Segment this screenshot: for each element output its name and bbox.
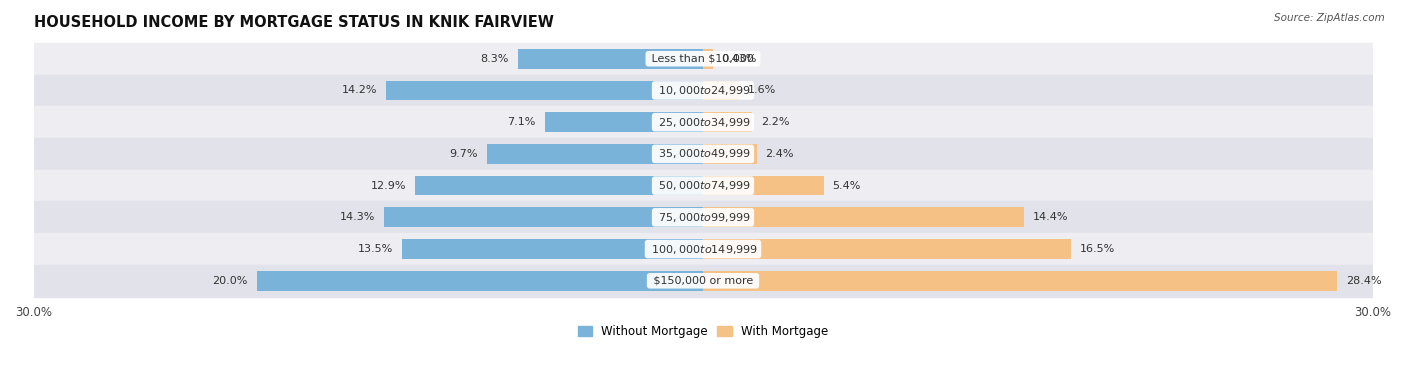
- Text: 14.3%: 14.3%: [340, 212, 375, 222]
- Bar: [415, 176, 703, 195]
- Text: $50,000 to $74,999: $50,000 to $74,999: [655, 179, 751, 192]
- Bar: [34, 233, 1372, 265]
- Text: $150,000 or more: $150,000 or more: [650, 276, 756, 286]
- Bar: [703, 81, 738, 100]
- Text: $10,000 to $24,999: $10,000 to $24,999: [655, 84, 751, 97]
- Text: 1.6%: 1.6%: [748, 85, 776, 96]
- Bar: [34, 43, 1372, 74]
- Bar: [34, 106, 1372, 138]
- Text: 28.4%: 28.4%: [1346, 276, 1381, 286]
- Bar: [703, 176, 824, 195]
- Text: 7.1%: 7.1%: [508, 117, 536, 127]
- Bar: [257, 271, 703, 291]
- Bar: [34, 201, 1372, 233]
- Bar: [34, 138, 1372, 170]
- Text: 13.5%: 13.5%: [357, 244, 392, 254]
- Text: 8.3%: 8.3%: [481, 54, 509, 64]
- Bar: [34, 74, 1372, 106]
- Bar: [703, 208, 1025, 227]
- Text: $100,000 to $149,999: $100,000 to $149,999: [648, 243, 758, 256]
- Text: $35,000 to $49,999: $35,000 to $49,999: [655, 147, 751, 160]
- Bar: [703, 112, 752, 132]
- Bar: [517, 49, 703, 68]
- Bar: [703, 144, 756, 164]
- Bar: [544, 112, 703, 132]
- Text: 9.7%: 9.7%: [449, 149, 478, 159]
- Bar: [34, 170, 1372, 201]
- Text: 14.4%: 14.4%: [1033, 212, 1069, 222]
- Bar: [384, 208, 703, 227]
- Text: 2.2%: 2.2%: [761, 117, 790, 127]
- Text: 16.5%: 16.5%: [1080, 244, 1115, 254]
- Text: HOUSEHOLD INCOME BY MORTGAGE STATUS IN KNIK FAIRVIEW: HOUSEHOLD INCOME BY MORTGAGE STATUS IN K…: [34, 15, 554, 30]
- Text: 14.2%: 14.2%: [342, 85, 377, 96]
- Bar: [34, 265, 1372, 297]
- Text: 2.4%: 2.4%: [765, 149, 794, 159]
- Text: 12.9%: 12.9%: [371, 181, 406, 191]
- Bar: [486, 144, 703, 164]
- Bar: [703, 239, 1071, 259]
- Legend: Without Mortgage, With Mortgage: Without Mortgage, With Mortgage: [574, 321, 832, 343]
- Text: Less than $10,000: Less than $10,000: [648, 54, 758, 64]
- Bar: [703, 271, 1337, 291]
- Text: $25,000 to $34,999: $25,000 to $34,999: [655, 116, 751, 129]
- Bar: [703, 49, 713, 68]
- Text: 0.43%: 0.43%: [721, 54, 756, 64]
- Bar: [387, 81, 703, 100]
- Bar: [402, 239, 703, 259]
- Text: Source: ZipAtlas.com: Source: ZipAtlas.com: [1274, 13, 1385, 23]
- Text: 20.0%: 20.0%: [212, 276, 247, 286]
- Text: $75,000 to $99,999: $75,000 to $99,999: [655, 211, 751, 224]
- Text: 5.4%: 5.4%: [832, 181, 860, 191]
